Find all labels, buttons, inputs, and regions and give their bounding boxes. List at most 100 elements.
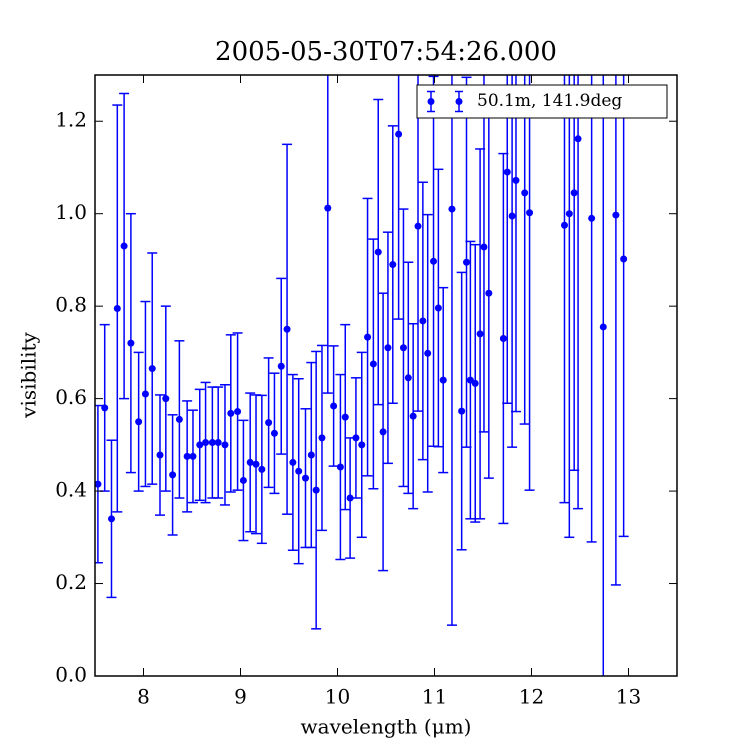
data-point [346, 494, 354, 502]
x-tick-label: 9 [234, 685, 247, 709]
plot-area [95, 75, 629, 676]
legend-label: 50.1m, 141.9deg [477, 91, 622, 111]
data-point [265, 419, 273, 427]
y-tick-label: 1.0 [55, 200, 87, 224]
data-point [175, 415, 183, 423]
data-point [135, 418, 143, 426]
data-point [570, 189, 578, 197]
data-point [419, 317, 427, 325]
data-point [574, 135, 582, 143]
data-point [352, 434, 360, 442]
x-tick-label: 10 [325, 685, 350, 709]
data-point [374, 248, 382, 256]
data-point [379, 428, 387, 436]
y-tick-label: 0.0 [55, 663, 87, 687]
y-tick-label: 0.2 [55, 570, 87, 594]
data-point [364, 333, 372, 341]
data-point [202, 439, 210, 447]
data-point [434, 304, 442, 312]
data-point [120, 242, 128, 250]
data-point [283, 325, 291, 333]
data-point [336, 463, 344, 471]
data-point [369, 360, 377, 368]
data-point [499, 335, 507, 343]
data-point [471, 379, 479, 387]
data-point [358, 441, 366, 449]
data-point [463, 258, 471, 266]
data-point [221, 441, 229, 449]
data-point [404, 374, 412, 382]
data-point [560, 221, 568, 229]
y-axis-label: visibility [17, 331, 41, 418]
data-point [599, 323, 607, 331]
data-point [414, 222, 422, 230]
data-point [169, 471, 177, 479]
data-point [318, 434, 326, 442]
data-point [526, 209, 534, 217]
y-tick-label: 0.8 [55, 293, 87, 317]
data-point [395, 130, 403, 138]
y-tick-label: 0.4 [55, 478, 87, 502]
x-tick-label: 13 [616, 685, 641, 709]
data-point [227, 409, 235, 417]
data-point [430, 257, 438, 265]
data-point [95, 480, 102, 488]
chart-title: 2005-05-30T07:54:26.000 [215, 37, 557, 67]
axes-frame [94, 74, 678, 677]
data-point [162, 395, 170, 403]
data-point [107, 515, 115, 523]
data-point [612, 211, 620, 219]
data-point [503, 168, 511, 176]
data-point [234, 408, 242, 416]
data-point [214, 439, 222, 447]
data-point [208, 439, 216, 447]
x-tick-label: 12 [519, 685, 544, 709]
data-point [384, 344, 392, 352]
data-point [389, 261, 397, 269]
data-point [277, 362, 285, 370]
data-point [508, 212, 516, 220]
data-point [183, 452, 191, 460]
data-point [307, 451, 315, 459]
data-point [127, 339, 135, 347]
data-point [196, 441, 204, 449]
data-point [252, 460, 260, 468]
data-point [330, 402, 338, 410]
y-tick-label: 1.2 [55, 108, 87, 132]
data-point [341, 413, 349, 421]
legend-marker [455, 98, 463, 105]
y-tick-label: 0.6 [55, 385, 87, 409]
data-point [324, 204, 332, 212]
data-point [512, 176, 520, 184]
data-point [156, 451, 164, 459]
legend-marker [427, 98, 435, 105]
data-point [439, 376, 447, 384]
data-point [521, 189, 529, 197]
data-point [458, 407, 466, 415]
data-point [258, 465, 266, 473]
data-point [270, 429, 278, 437]
data-point [476, 330, 484, 338]
x-tick-label: 8 [137, 685, 150, 709]
data-point [312, 486, 320, 494]
data-point [141, 390, 149, 398]
data-point [189, 452, 197, 460]
data-point [148, 365, 156, 373]
data-point [246, 458, 254, 466]
data-point [301, 474, 309, 482]
data-point [399, 344, 407, 352]
data-point [620, 255, 628, 263]
x-tick-label: 11 [422, 685, 447, 709]
data-point [588, 214, 596, 222]
data-point [424, 349, 432, 357]
data-point [295, 467, 303, 475]
data-point [480, 243, 488, 251]
data-point [409, 412, 417, 420]
data-point [448, 205, 456, 213]
data-point [239, 476, 247, 484]
data-point [113, 304, 121, 312]
data-point [101, 404, 109, 412]
data-point [565, 210, 573, 218]
x-axis-label: wavelength (μm) [301, 715, 472, 739]
